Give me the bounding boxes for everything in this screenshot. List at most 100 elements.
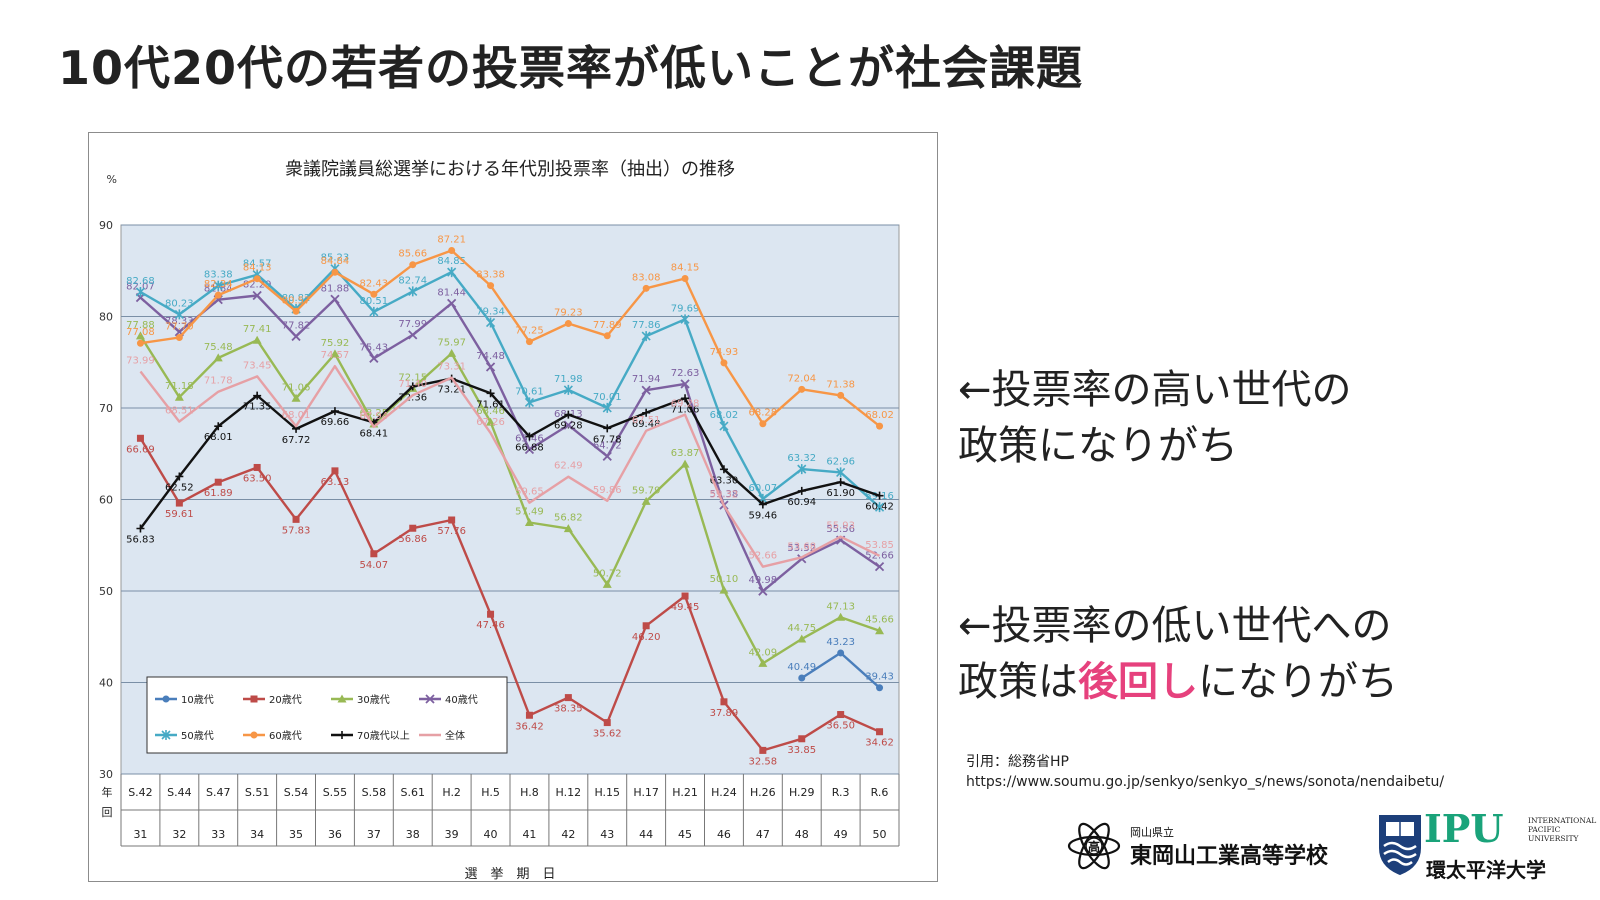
series-6-point — [603, 424, 612, 433]
series-7-data-label: 62.49 — [554, 461, 583, 472]
series-6-data-label: 72.36 — [398, 392, 427, 403]
series-6-point — [564, 410, 573, 419]
series-6-point — [719, 465, 728, 474]
series-7-data-label: 68.01 — [282, 410, 311, 421]
series-5-data-label: 80.57 — [282, 295, 311, 306]
series-4-point — [563, 384, 573, 395]
series-6-point — [175, 472, 184, 481]
legend-label: 70歳代以上 — [357, 730, 410, 742]
legend-marker — [161, 730, 171, 740]
x-tick-label: S.54 — [284, 786, 308, 799]
series-1-point — [487, 610, 495, 618]
series-6-data-label: 60.42 — [865, 502, 894, 513]
legend-label: 10歳代 — [181, 694, 214, 706]
series-1-point — [253, 463, 261, 471]
series-1-point — [759, 746, 767, 754]
series-0-data-label: 40.49 — [787, 662, 816, 673]
series-0-data-label: 39.43 — [865, 672, 894, 683]
x-tick-label: H.21 — [672, 786, 698, 799]
series-5-point — [564, 320, 572, 328]
side-note-low-highlight: 後回し — [1078, 659, 1198, 705]
atom-emblem-icon: 高 — [1067, 822, 1121, 870]
series-4-data-label: 70.61 — [515, 386, 544, 397]
series-1-line — [139, 437, 880, 752]
series-6-point — [642, 408, 651, 417]
series-5-data-label: 72.04 — [787, 373, 816, 384]
series-5-data-label: 77.70 — [165, 322, 194, 333]
series-4-point — [135, 286, 146, 297]
series-1-point — [370, 550, 378, 558]
series-5-point — [720, 359, 728, 367]
series-5-data-label: 84.84 — [321, 256, 350, 267]
series-2-data-label: 57.49 — [515, 506, 544, 517]
x-tick-number: 38 — [406, 828, 420, 841]
series-4-point — [369, 306, 379, 317]
series-6-data-label: 69.48 — [632, 419, 661, 430]
series-4-point — [797, 464, 807, 475]
series-0-data-label: 43.23 — [826, 637, 855, 648]
series-3-data-label: 75.43 — [360, 342, 389, 353]
series-5-point — [603, 332, 611, 340]
x-tick-label: H.17 — [633, 786, 659, 799]
series-5-point — [214, 291, 222, 299]
y-axis-unit: % — [107, 173, 117, 186]
school-logo: 高 岡山県立 東岡山工業高等学校 — [1066, 818, 1346, 876]
side-note-low-line2: 政策は後回しになりがち — [958, 654, 1398, 710]
x-tick-number: 41 — [522, 828, 536, 841]
x-tick-number: 42 — [561, 828, 575, 841]
university-logo: IPU INTERNATIONAL PACIFIC UNIVERSITY 環太平… — [1378, 806, 1596, 882]
series-6-point — [797, 486, 806, 495]
legend-marker — [250, 731, 258, 739]
series-6-data-label: 59.46 — [749, 510, 778, 521]
series-7-data-label: 59.32 — [710, 490, 739, 501]
series-7-data-label: 67.26 — [476, 417, 505, 428]
series-4-data-label: 71.98 — [554, 374, 583, 385]
x-tick-number: 32 — [172, 828, 186, 841]
series-3-point — [680, 379, 690, 389]
series-7-data-label: 55.93 — [826, 521, 855, 532]
x-tick-number: 31 — [133, 828, 147, 841]
series-3-data-label: 74.48 — [476, 351, 505, 362]
series-6-point — [525, 432, 534, 441]
series-5-data-label: 84.15 — [671, 263, 700, 274]
series-3-data-label: 81.44 — [437, 287, 466, 298]
legend-label: 全体 — [445, 729, 465, 742]
series-2-data-label: 75.92 — [321, 338, 350, 349]
side-note-low-pre: 政策は — [958, 659, 1078, 705]
series-7-data-label: 71.78 — [204, 376, 233, 387]
series-2-data-label: 75.48 — [204, 342, 233, 353]
series-4-data-label: 85.23 — [321, 253, 350, 264]
citation-label: 引用：総務省HP — [966, 754, 1069, 770]
y-tick-label: 60 — [99, 494, 113, 507]
series-4-point — [719, 421, 729, 432]
y-tick-label: 90 — [99, 219, 113, 232]
turnout-line-chart: 30 40 50 60 70 80 90% 衆議院議員総選挙における年代別投票率（抽出）の推移… — [99, 159, 900, 881]
series-4-data-label: 80.82 — [282, 293, 311, 304]
series-2-data-label: 50.72 — [593, 568, 622, 579]
series-6-data-label: 68.01 — [204, 432, 233, 443]
series-4-point — [485, 317, 496, 328]
series-2-data-label: 75.97 — [437, 337, 466, 348]
series-5-point — [876, 422, 884, 430]
series-5-data-label: 79.23 — [554, 308, 583, 319]
series-4-data-label: 60.07 — [749, 483, 778, 494]
side-note-high-line1: ←投票率の高い世代の — [958, 367, 1352, 413]
series-1-point — [409, 524, 417, 532]
series-5-data-label: 68.02 — [865, 410, 894, 421]
series-3-data-label: 77.99 — [398, 319, 427, 330]
series-4-point — [680, 314, 690, 325]
legend-marker — [425, 694, 435, 704]
series-5-data-label: 77.08 — [126, 327, 155, 338]
series-5-point — [448, 247, 456, 255]
series-5-data-label: 68.28 — [749, 408, 778, 419]
citation-url[interactable]: https://www.soumu.go.jp/senkyo/senkyo_s/… — [966, 774, 1445, 790]
series-6-point — [253, 391, 262, 400]
series-5-point — [292, 307, 300, 315]
series-4-point — [836, 467, 846, 478]
series-2-point — [135, 331, 145, 340]
series-6-point — [875, 491, 884, 500]
x-tick-label: S.42 — [128, 786, 152, 799]
series-3-point — [408, 330, 418, 340]
series-4-point — [641, 331, 651, 342]
series-6-point — [214, 422, 223, 431]
